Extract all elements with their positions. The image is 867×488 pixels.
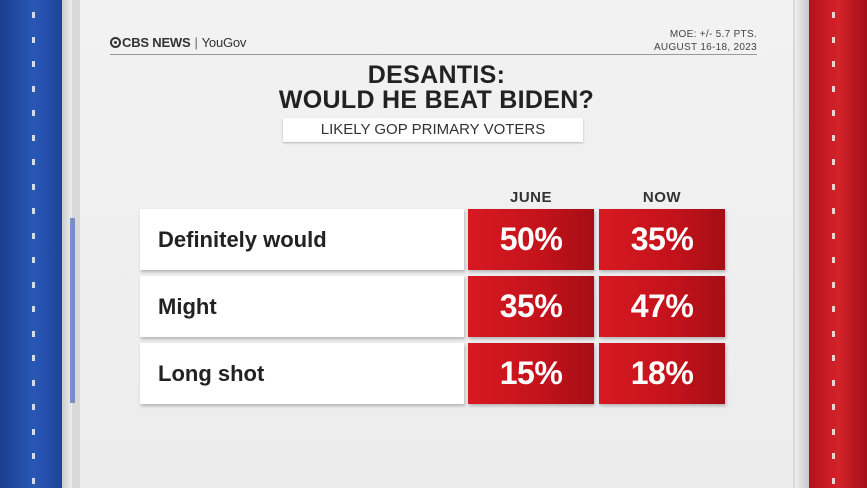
row-label: Definitely would: [140, 209, 464, 270]
moe-text: MOE: +/- 5.7 PTS.: [669, 29, 757, 40]
column-header-now: NOW: [642, 189, 682, 206]
stripe-tick: [832, 110, 835, 116]
left-stripe-edge: [62, 0, 72, 488]
stripe-tick: [32, 257, 35, 263]
cbs-eye-icon: [110, 37, 121, 48]
stripe-tick: [32, 477, 35, 484]
stripe-tick: [32, 330, 35, 337]
left-blue-stripe: [0, 0, 62, 488]
stripe-tick: [32, 12, 35, 18]
stripe-tick: [832, 453, 835, 459]
stripe-tick: [32, 183, 35, 190]
stripe-tick: [32, 404, 35, 410]
stripe-tick: [32, 306, 35, 312]
stripe-tick: [32, 36, 35, 43]
stripe-tick: [832, 428, 835, 435]
logo-separator: |: [194, 35, 198, 50]
stripe-tick: [32, 428, 35, 435]
stripe-tick: [32, 159, 35, 165]
stripe-tick: [32, 232, 35, 239]
stripe-tick: [832, 330, 835, 337]
column-header-june: JUNE: [509, 189, 552, 206]
stripe-tick: [832, 12, 835, 18]
stripe-tick: [832, 379, 835, 386]
stripe-tick: [832, 306, 835, 312]
stripe-tick: [32, 134, 35, 141]
stripe-tick: [832, 36, 835, 43]
row-label: Might: [140, 276, 464, 337]
header-rule: [110, 54, 757, 55]
stripe-tick: [832, 404, 835, 410]
survey-dates: AUGUST 16-18, 2023: [653, 42, 757, 53]
stripe-tick: [32, 208, 35, 214]
stripe-tick: [832, 183, 835, 190]
right-red-stripe: [809, 0, 867, 488]
stripe-tick: [32, 281, 35, 288]
value-cell: 35%: [599, 209, 725, 270]
logo-yougov-text: YouGov: [201, 35, 247, 50]
left-accent-bar: [70, 218, 75, 403]
stripe-tick: [832, 85, 835, 92]
stripe-tick: [832, 232, 835, 239]
title-line-1: DESANTIS:: [367, 61, 506, 89]
row-label: Long shot: [140, 343, 464, 404]
value-cell: 50%: [468, 209, 594, 270]
stripe-tick: [832, 208, 835, 214]
stripe-tick: [32, 379, 35, 386]
title-line-2: WOULD HE BEAT BIDEN?: [278, 86, 595, 114]
stripe-tick: [832, 281, 835, 288]
stripe-tick: [32, 61, 35, 67]
graphic-panel: CBS NEWS | YouGov MOE: +/- 5.7 PTS. AUGU…: [80, 0, 793, 488]
subtitle-box: LIKELY GOP PRIMARY VOTERS: [283, 118, 583, 142]
stripe-tick: [832, 134, 835, 141]
cbs-yougov-logo: CBS NEWS | YouGov: [110, 35, 246, 50]
right-stripe-edge: [795, 0, 809, 488]
value-cell: 47%: [599, 276, 725, 337]
moe-info: MOE: +/- 5.7 PTS. AUGUST 16-18, 2023: [654, 28, 757, 54]
graphic-title: DESANTIS: WOULD HE BEAT BIDEN?: [80, 63, 793, 113]
stripe-tick: [832, 257, 835, 263]
stripe-tick: [32, 355, 35, 361]
value-cell: 35%: [468, 276, 594, 337]
stripe-tick: [32, 110, 35, 116]
stripe-tick: [832, 159, 835, 165]
logo-cbs-text: CBS NEWS: [122, 35, 191, 50]
stripe-tick: [32, 453, 35, 459]
stripe-tick: [832, 61, 835, 67]
value-cell: 15%: [468, 343, 594, 404]
stripe-tick: [832, 355, 835, 361]
stripe-tick: [832, 477, 835, 484]
value-cell: 18%: [599, 343, 725, 404]
stripe-tick: [32, 85, 35, 92]
